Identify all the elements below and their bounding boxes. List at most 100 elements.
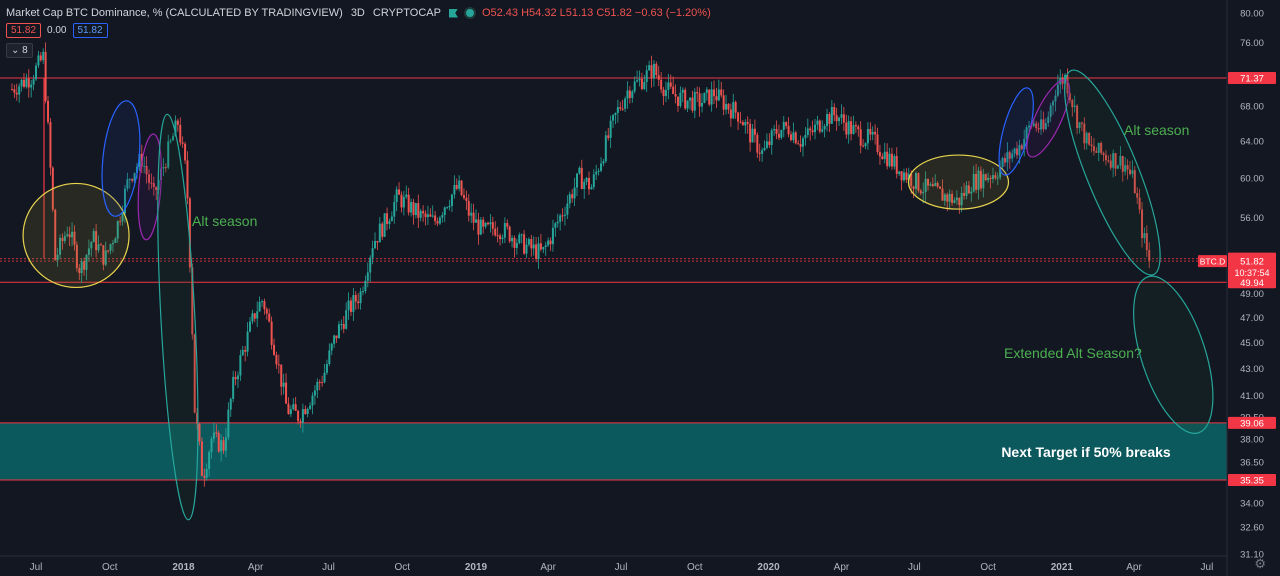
- candle-body: [527, 239, 530, 245]
- candle-body: [479, 219, 482, 235]
- y-tick-label: 68.00: [1240, 102, 1264, 113]
- candle-body: [537, 243, 540, 259]
- candle-body: [799, 144, 802, 147]
- symbol-title[interactable]: Market Cap BTC Dominance, % (CALCULATED …: [6, 7, 343, 19]
- candle-body: [566, 203, 569, 215]
- candle-body: [393, 202, 396, 217]
- collapse-indicators-button[interactable]: ⌄ 8: [6, 43, 33, 58]
- candle-body: [32, 79, 35, 85]
- candle-body: [660, 79, 663, 90]
- candle-body: [857, 126, 860, 130]
- candle-body: [544, 245, 547, 247]
- candle-body: [900, 171, 903, 181]
- candle-body: [975, 173, 978, 190]
- candle-body: [979, 170, 982, 189]
- candle-body: [744, 122, 747, 126]
- gear-icon[interactable]: ⚙: [1254, 556, 1266, 571]
- candle-body: [1104, 154, 1107, 161]
- x-tick-label: Jul: [615, 562, 628, 573]
- interval[interactable]: 3D: [350, 7, 365, 19]
- x-tick-label: Oct: [394, 562, 410, 573]
- candle-body: [782, 122, 785, 130]
- candle-body: [597, 170, 600, 172]
- candle-body: [951, 193, 954, 203]
- candle-body: [708, 89, 711, 105]
- candle-body: [13, 89, 16, 93]
- candle-body: [787, 125, 790, 135]
- price-label-bg: [1228, 474, 1276, 486]
- candle-body: [489, 222, 492, 225]
- candle-body: [619, 107, 622, 109]
- candle-body: [162, 167, 165, 169]
- candle-body: [688, 97, 691, 101]
- candle-body: [657, 75, 660, 80]
- candle-body: [910, 173, 913, 187]
- x-tick-label: Jul: [908, 562, 921, 573]
- candle-body: [734, 102, 737, 113]
- candle-body: [1138, 197, 1141, 210]
- candle-body: [224, 437, 227, 451]
- candle-body: [559, 215, 562, 222]
- candle-body: [246, 331, 249, 352]
- candle-body: [458, 180, 461, 189]
- candle-body: [640, 78, 643, 89]
- candle-body: [1148, 250, 1151, 261]
- candle-body: [256, 311, 259, 319]
- candle-body: [631, 91, 634, 98]
- candle-body: [381, 223, 384, 237]
- candle-body: [265, 309, 268, 314]
- candle-body: [248, 321, 251, 332]
- candle-body: [131, 178, 134, 181]
- candle-body: [838, 117, 841, 122]
- candle-body: [345, 310, 348, 329]
- candle-body: [357, 301, 360, 304]
- candle-body: [501, 237, 504, 240]
- candle-body: [35, 65, 37, 80]
- candle-body: [960, 192, 963, 206]
- symbol-label: BTC.D: [1200, 257, 1226, 267]
- candle-body: [1013, 148, 1016, 154]
- price-box[interactable]: 51.82: [6, 23, 42, 38]
- candle-body: [571, 194, 574, 199]
- x-tick-label: Apr: [1126, 562, 1142, 573]
- candle-body: [854, 125, 857, 127]
- candle-body: [164, 167, 167, 169]
- candle-body: [636, 80, 639, 82]
- extended-alt-season-label: Extended Alt Season?: [1004, 345, 1142, 361]
- candle-body: [212, 432, 215, 439]
- flag-icon[interactable]: [448, 8, 458, 18]
- candle-body: [645, 70, 648, 83]
- candle-body: [313, 390, 316, 396]
- candle-body: [487, 222, 490, 225]
- candle-body: [934, 183, 937, 187]
- candle-body: [898, 171, 901, 174]
- candle-body: [299, 421, 302, 423]
- candle-body: [785, 122, 788, 126]
- candle-body: [75, 244, 78, 269]
- candle-body: [768, 141, 771, 145]
- candle-body: [1044, 123, 1047, 130]
- candle-body: [902, 172, 905, 181]
- candle-body: [1023, 138, 1026, 150]
- candle-body: [126, 179, 129, 189]
- candle-body: [366, 272, 369, 281]
- y-tick-label: 41.00: [1240, 391, 1264, 402]
- candle-body: [167, 141, 170, 168]
- chart-header: Market Cap BTC Dominance, % (CALCULATED …: [6, 5, 711, 21]
- candle-body: [470, 212, 473, 216]
- candle-body: [1128, 169, 1131, 174]
- blue-price-box[interactable]: 51.82: [72, 23, 108, 38]
- candle-body: [554, 223, 557, 228]
- candle-body: [705, 89, 708, 93]
- candle-body: [39, 55, 42, 61]
- candle-body: [583, 181, 586, 189]
- candle-body: [1088, 133, 1091, 145]
- candle-body: [354, 295, 357, 302]
- candle-body: [92, 231, 95, 243]
- candle-body: [686, 100, 689, 109]
- candle-body: [116, 221, 119, 239]
- candle-body: [674, 94, 677, 97]
- candle-body: [614, 112, 617, 116]
- candle-body: [547, 240, 550, 246]
